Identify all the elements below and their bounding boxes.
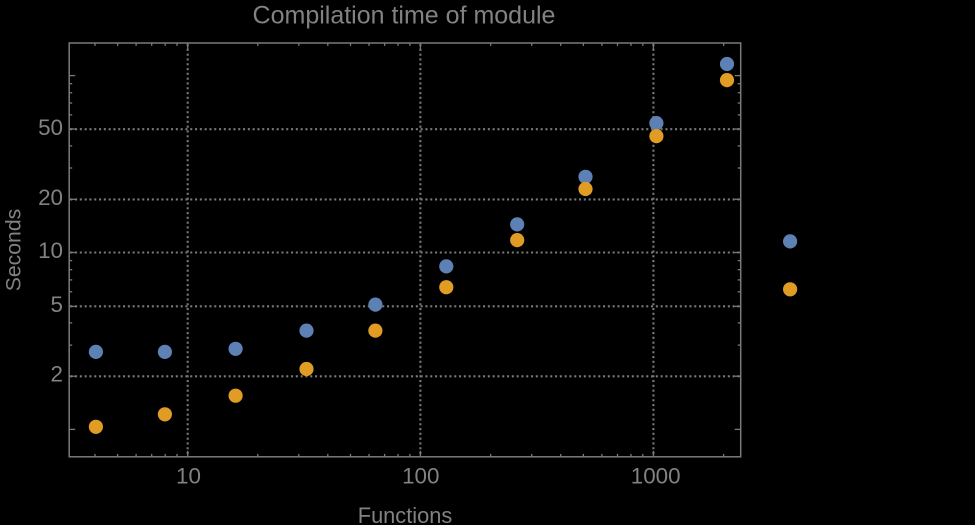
- svg-text:2: 2: [51, 361, 63, 386]
- svg-text:20: 20: [38, 185, 63, 210]
- svg-text:Functions: Functions: [358, 503, 453, 525]
- svg-text:1000: 1000: [631, 463, 681, 488]
- svg-text:5: 5: [51, 292, 63, 317]
- svg-text:10: 10: [176, 463, 201, 488]
- svg-text:50: 50: [38, 115, 63, 140]
- svg-text:10: 10: [38, 238, 63, 263]
- svg-text:Compilation time of module: Compilation time of module: [253, 2, 556, 30]
- svg-text:100: 100: [402, 463, 439, 488]
- svg-text:Seconds: Seconds: [3, 209, 26, 291]
